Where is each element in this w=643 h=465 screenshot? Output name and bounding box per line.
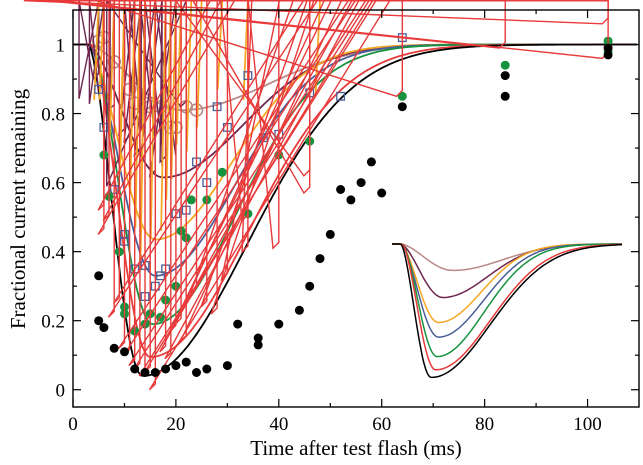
data-point bbox=[274, 319, 284, 329]
data-point bbox=[294, 305, 304, 315]
y-tick-label: 0 bbox=[56, 381, 66, 402]
data-point bbox=[253, 340, 263, 350]
data-point bbox=[98, 0, 105, 100]
data-point bbox=[149, 0, 157, 238]
x-axis: 0 20 40 60 80 100 bbox=[68, 10, 602, 435]
data-point bbox=[196, 0, 203, 128]
y-axis-title: Fractional current remaining bbox=[6, 88, 30, 329]
data-point bbox=[222, 361, 232, 371]
data-point bbox=[119, 0, 126, 173]
data-point bbox=[156, 271, 165, 281]
data-point bbox=[305, 281, 315, 291]
data-point bbox=[397, 102, 407, 112]
data-point bbox=[181, 357, 191, 367]
data-point bbox=[186, 195, 196, 205]
data-points bbox=[23, 0, 613, 391]
data-point bbox=[93, 0, 100, 100]
data-point bbox=[23, 0, 609, 25]
inset-curve bbox=[392, 243, 622, 379]
data-point bbox=[161, 364, 171, 374]
data-point bbox=[500, 71, 510, 81]
data-point bbox=[603, 43, 613, 53]
data-point bbox=[315, 254, 325, 264]
data-point bbox=[192, 368, 201, 377]
data-point bbox=[366, 157, 376, 167]
data-point bbox=[377, 188, 387, 198]
data-point bbox=[217, 167, 227, 177]
data-point bbox=[140, 368, 150, 377]
data-point bbox=[94, 84, 104, 94]
data-point bbox=[129, 0, 136, 194]
y-tick-label: 0.6 bbox=[41, 174, 65, 195]
data-point bbox=[171, 361, 181, 371]
y-tick-label: 0.2 bbox=[41, 312, 65, 333]
data-point bbox=[118, 0, 350, 349]
data-point bbox=[253, 333, 263, 343]
x-tick-label: 60 bbox=[372, 414, 391, 435]
data-point bbox=[123, 0, 357, 356]
data-point bbox=[336, 185, 346, 194]
x-tick-label: 0 bbox=[68, 414, 78, 435]
inset-curve bbox=[392, 243, 622, 299]
x-tick-label: 40 bbox=[269, 414, 288, 435]
data-point bbox=[94, 316, 104, 326]
data-point bbox=[242, 0, 249, 100]
data-point bbox=[164, 0, 360, 360]
y-tick-label: 0.4 bbox=[41, 243, 65, 264]
data-point bbox=[500, 60, 510, 70]
data-point bbox=[134, 0, 141, 228]
y-axis: 0 0.2 0.4 0.6 0.8 1 bbox=[41, 36, 639, 402]
y-tick-label: 1 bbox=[56, 36, 66, 57]
inset-curve bbox=[392, 243, 622, 371]
data-point bbox=[130, 364, 140, 374]
data-point bbox=[185, 0, 193, 152]
x-axis-title: Time after test flash (ms) bbox=[250, 436, 462, 460]
plot-frame bbox=[72, 9, 640, 408]
x-tick-label: 80 bbox=[475, 414, 494, 435]
data-point bbox=[175, 0, 183, 145]
data-point bbox=[160, 0, 167, 231]
data-point bbox=[108, 0, 116, 138]
data-point bbox=[210, 0, 315, 315]
fit-curves bbox=[73, 43, 637, 377]
data-point bbox=[120, 347, 129, 357]
data-point bbox=[139, 0, 146, 263]
data-point bbox=[603, 50, 613, 60]
data-point bbox=[165, 0, 172, 200]
data-point bbox=[99, 323, 109, 333]
data-point bbox=[346, 195, 356, 205]
data-point bbox=[94, 271, 104, 281]
data-point bbox=[233, 319, 243, 329]
data-point bbox=[325, 229, 335, 239]
data-point bbox=[109, 343, 119, 353]
x-tick-label: 100 bbox=[573, 414, 602, 435]
data-point bbox=[397, 91, 407, 101]
data-point bbox=[336, 91, 346, 101]
data-point bbox=[356, 178, 366, 188]
data-point bbox=[202, 364, 212, 374]
y-tick-label: 0.8 bbox=[41, 105, 65, 126]
inset-curve bbox=[392, 243, 623, 358]
fit-curve bbox=[73, 43, 637, 377]
data-point bbox=[500, 91, 510, 101]
data-point bbox=[150, 368, 160, 377]
inset-plot bbox=[392, 243, 623, 379]
x-tick-label: 20 bbox=[166, 414, 185, 435]
